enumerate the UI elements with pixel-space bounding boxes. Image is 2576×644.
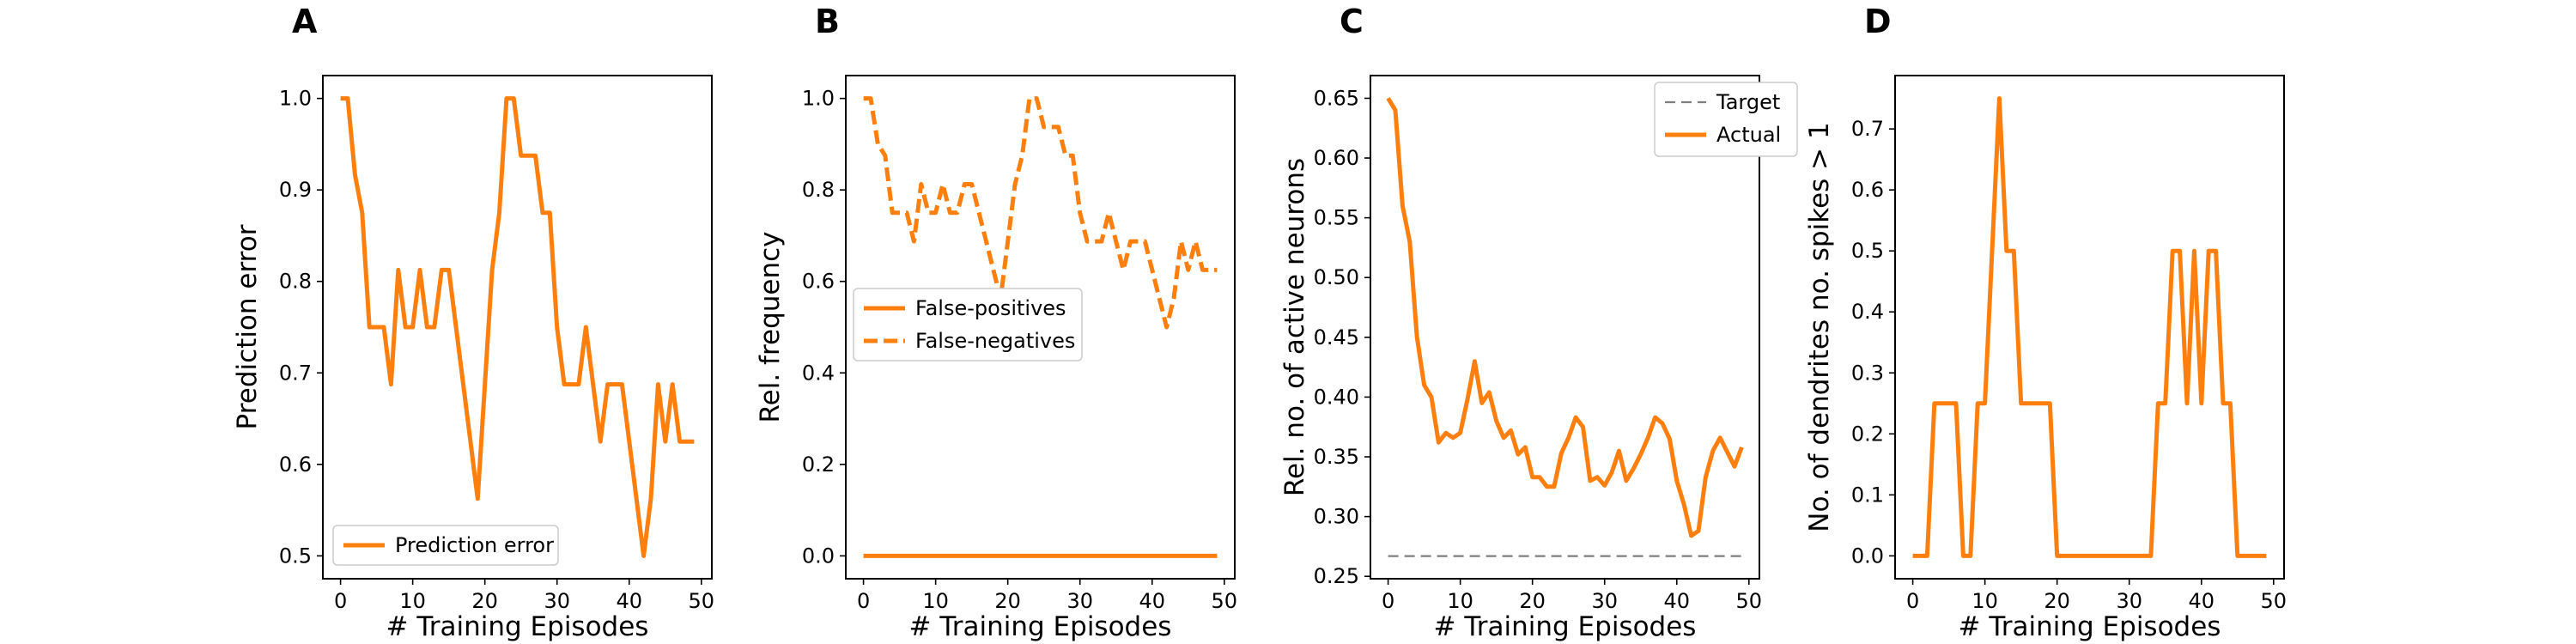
y-tick-label: 0.65 (1314, 86, 1359, 110)
axes-frame (322, 75, 713, 580)
y-tick-label: 0.6 (802, 270, 835, 294)
axes-frame (845, 75, 1236, 580)
y-tick-label: 0.6 (1851, 178, 1884, 202)
chart-panel-a: A 0 10 20 30 40 50 0.5 0.6 0.7 0.8 0.9 1.0 # Training… (232, 3, 714, 642)
y-tick-label: 0.35 (1314, 445, 1359, 469)
panel-letter: C (1340, 3, 1364, 40)
y-tick-label: 0.25 (1314, 564, 1359, 588)
x-tick-label: 20 (471, 589, 498, 613)
legend-label: Prediction error (395, 533, 554, 557)
y-tick-label: 0.4 (1851, 300, 1884, 324)
chart-panel-d: D 0 10 20 30 40 50 0.0 0.1 0.2 0.3 0.4 0.5 0.6 0.7 # Tr… (1804, 3, 2287, 642)
y-tick-label: 0.30 (1314, 505, 1359, 529)
series-line-main (1912, 96, 2267, 558)
x-tick-label: 50 (1212, 589, 1238, 613)
series-line-prediction-error (340, 96, 695, 558)
panel-letter: A (292, 3, 318, 40)
x-tick-label: 10 (922, 589, 949, 613)
x-tick-label: 50 (1736, 589, 1763, 613)
x-tick-label: 30 (544, 589, 570, 613)
y-tick-label: 0.3 (1851, 361, 1884, 385)
y-tick-label: 0.5 (279, 544, 312, 568)
y-tick-label: 0.5 (1851, 239, 1884, 263)
x-axis-label: # Training Episodes (909, 611, 1172, 642)
y-tick-label: 0.2 (1851, 422, 1884, 446)
y-axis-label: No. of dendrites no. spikes > 1 (1804, 122, 1835, 532)
legend-label: False-positives (915, 296, 1066, 320)
x-tick-label: 40 (1139, 589, 1165, 613)
axes-frame (1370, 75, 1760, 580)
panel-letter: B (815, 3, 840, 40)
y-tick-label: 0.55 (1314, 206, 1359, 230)
x-tick-label: 10 (1971, 589, 1998, 613)
y-tick-label: 1.0 (279, 87, 312, 111)
x-tick-label: 40 (1663, 589, 1690, 613)
y-tick-label: 0.45 (1314, 325, 1359, 349)
x-axis-label: # Training Episodes (1434, 611, 1697, 642)
x-tick-label: 40 (616, 589, 642, 613)
x-tick-label: 50 (2261, 589, 2287, 613)
legend-label: Actual (1716, 123, 1781, 147)
chart-panel-c: C 0 10 20 30 40 50 0.25 0.30 0.35 0.40 0.45 0.50 0.55… (1279, 3, 1798, 642)
y-tick-label: 0.4 (802, 361, 835, 385)
x-axis-label: # Training Episodes (386, 611, 649, 642)
legend-frame (332, 525, 559, 566)
y-tick-label: 0.0 (802, 544, 835, 568)
x-tick-label: 20 (2044, 589, 2070, 613)
x-tick-label: 40 (2188, 589, 2215, 613)
legend-frame (1654, 82, 1798, 157)
x-tick-label: 0 (857, 589, 870, 613)
y-axis-label: Rel. no. of active neurons (1279, 158, 1310, 496)
chart-panel-b: B 0 10 20 30 40 50 0.0 0.2 0.4 0.6 0.8 1.0 # Training… (755, 3, 1237, 642)
y-tick-label: 0.8 (279, 270, 312, 294)
legend: False-positives False-negatives (853, 288, 1083, 361)
y-tick-label: 0.40 (1314, 385, 1359, 409)
y-tick-label: 0.6 (279, 453, 312, 477)
y-tick-label: 0.7 (1851, 117, 1884, 141)
series-line-false-negatives (863, 96, 1218, 330)
y-tick-label: 1.0 (802, 87, 835, 111)
legend: Target Actual (1654, 82, 1798, 157)
y-tick-label: 0.50 (1314, 265, 1359, 289)
y-tick-label: 0.60 (1314, 146, 1359, 170)
y-tick-label: 0.0 (1851, 544, 1884, 568)
legend-label: False-negatives (915, 329, 1075, 353)
y-tick-label: 0.2 (802, 453, 835, 477)
legend-frame (853, 288, 1083, 361)
series-line-actual (1386, 97, 1744, 538)
legend-label: Target (1716, 90, 1780, 114)
x-tick-label: 0 (334, 589, 347, 613)
x-tick-label: 0 (1382, 589, 1394, 613)
x-tick-label: 50 (689, 589, 715, 613)
x-tick-label: 10 (1447, 589, 1473, 613)
y-tick-label: 0.8 (802, 178, 835, 202)
y-tick-label: 0.9 (279, 178, 312, 202)
x-tick-label: 30 (2116, 589, 2142, 613)
y-tick-label: 0.1 (1851, 483, 1884, 507)
x-tick-label: 20 (994, 589, 1021, 613)
x-tick-label: 10 (399, 589, 426, 613)
x-tick-label: 30 (1591, 589, 1618, 613)
x-tick-label: 20 (1519, 589, 1546, 613)
y-axis-label: Prediction error (232, 224, 263, 429)
panel-letter: D (1864, 3, 1892, 40)
x-axis-label: # Training Episodes (1959, 611, 2221, 642)
legend: Prediction error (332, 525, 559, 566)
y-axis-label: Rel. frequency (755, 231, 786, 422)
x-tick-label: 30 (1066, 589, 1093, 613)
axes-frame (1894, 75, 2285, 580)
x-tick-label: 0 (1906, 589, 1919, 613)
y-tick-label: 0.7 (279, 361, 312, 385)
